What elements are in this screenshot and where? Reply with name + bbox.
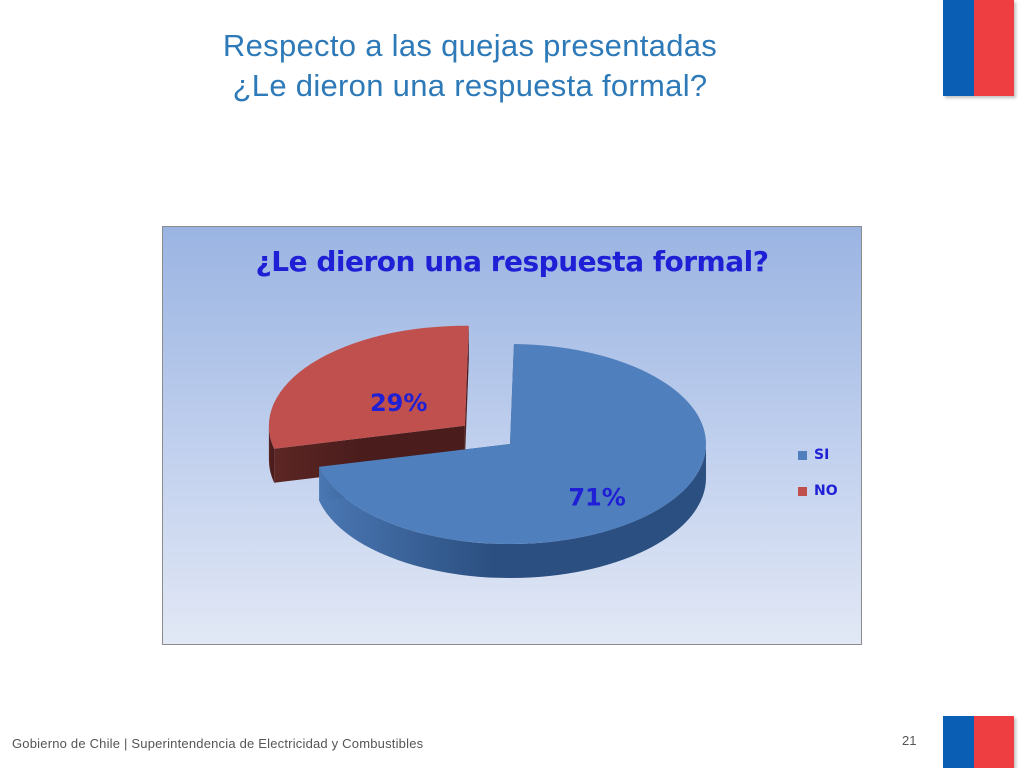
- chart-plot: 71% 29%: [268, 325, 706, 579]
- flag-logo-top: [943, 0, 1014, 96]
- data-label-no: 29%: [370, 389, 427, 417]
- chart-title: ¿Le dieron una respuesta formal?: [255, 245, 769, 278]
- legend-swatch: [798, 450, 807, 460]
- slide-title-line2: ¿Le dieron una respuesta formal?: [232, 68, 708, 103]
- legend-item-no: NO: [798, 473, 838, 509]
- legend-label: NO: [814, 483, 838, 499]
- data-label-si: 71%: [568, 483, 625, 511]
- legend-label: SI: [814, 447, 830, 463]
- legend-item-si: SI: [798, 437, 838, 473]
- flag-logo-bottom: [943, 716, 1014, 768]
- slide-title: Respecto a las quejas presentadas ¿Le di…: [120, 26, 820, 106]
- slide-title-line1: Respecto a las quejas presentadas: [222, 28, 718, 63]
- footer-text: Gobierno de Chile | Superintendencia de …: [12, 736, 424, 751]
- pie-slice-si: [319, 344, 706, 579]
- legend-swatch: [798, 486, 807, 496]
- chart-legend: SI NO: [798, 437, 838, 509]
- pie-chart: ¿Le dieron una respuesta formal? 71% 29% …: [162, 226, 862, 645]
- page-number: 21: [902, 733, 917, 748]
